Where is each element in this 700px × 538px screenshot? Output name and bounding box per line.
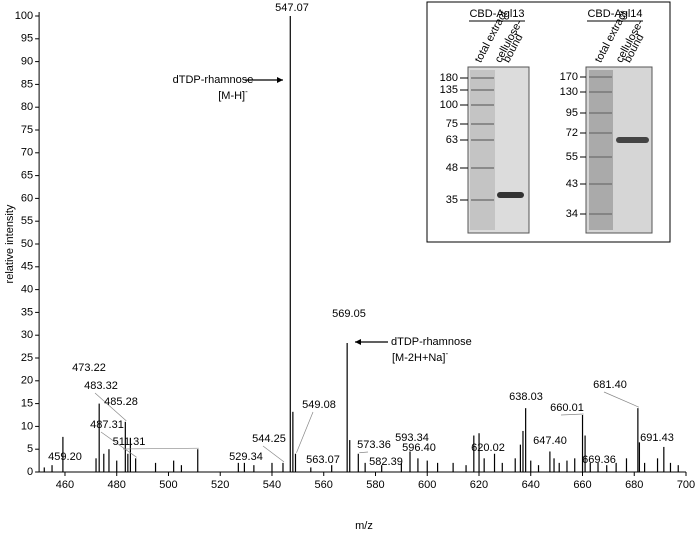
- leader-line: [122, 447, 199, 450]
- leader-line: [560, 413, 584, 416]
- x-tick-label: 460: [56, 479, 74, 491]
- x-tick-label: 620: [470, 479, 488, 491]
- peak-label: 660.01: [550, 402, 584, 414]
- y-tick-label: 15: [21, 398, 33, 410]
- peak-label: 487.31: [90, 419, 124, 431]
- y-tick-label: 40: [21, 284, 33, 296]
- marker-label: 55: [566, 151, 578, 163]
- marker-label: 75: [446, 118, 458, 130]
- x-tick-label: 700: [677, 479, 695, 491]
- marker-label: 34: [566, 208, 578, 220]
- marker-label: 35: [446, 194, 458, 206]
- marker-label: 170: [560, 71, 578, 83]
- x-tick-label: 680: [625, 479, 643, 491]
- gel-band: [616, 137, 649, 143]
- leader-line: [100, 431, 137, 458]
- peak-label: 669.36: [582, 454, 616, 466]
- peak-label: 459.20: [48, 451, 82, 463]
- marker-label: 48: [446, 162, 458, 174]
- y-tick-label: 100: [15, 10, 33, 22]
- peak-label: 593.34: [395, 432, 429, 444]
- x-tick-label: 480: [108, 479, 126, 491]
- arrow-head: [277, 77, 283, 83]
- y-tick-label: 55: [21, 215, 33, 227]
- marker-label: 180: [440, 72, 458, 84]
- x-tick-label: 520: [211, 479, 229, 491]
- marker-label: 130: [560, 86, 578, 98]
- annotation: [M-2H+Na]-: [392, 349, 449, 364]
- leader-line: [262, 445, 285, 463]
- x-tick-label: 660: [573, 479, 591, 491]
- superscript: -: [446, 349, 449, 358]
- leader-line: [94, 392, 127, 422]
- gel-title: CBD-Agl14: [587, 8, 642, 20]
- leader-line: [603, 391, 640, 408]
- peak-label: 544.25: [252, 433, 286, 445]
- y-tick-label: 80: [21, 101, 33, 113]
- peak-label: 681.40: [593, 379, 627, 391]
- y-tick-label: 20: [21, 375, 33, 387]
- y-tick-label: 60: [21, 192, 33, 204]
- gel-title: CBD-Agl13: [469, 8, 524, 20]
- peak-label: 547.07: [275, 2, 309, 14]
- marker-label: 95: [566, 107, 578, 119]
- x-tick-label: 500: [159, 479, 177, 491]
- x-tick-label: 600: [418, 479, 436, 491]
- peak-label: 647.40: [533, 435, 567, 447]
- peak-label: 582.39: [369, 456, 403, 468]
- x-tick-label: 640: [522, 479, 540, 491]
- y-tick-label: 5: [27, 443, 33, 455]
- marker-label: 43: [566, 178, 578, 190]
- peak-label: 596.40: [402, 442, 436, 454]
- peak-label: 638.03: [509, 391, 543, 403]
- y-tick-label: 0: [27, 466, 33, 478]
- gel-lane: [470, 70, 495, 230]
- peak-label: 573.36: [357, 439, 391, 451]
- marker-label: 63: [446, 134, 458, 146]
- y-tick-label: 25: [21, 352, 33, 364]
- y-tick-label: 65: [21, 170, 33, 182]
- peak-label: 549.08: [302, 399, 336, 411]
- leader-line: [296, 411, 314, 453]
- superscript: -: [245, 87, 248, 96]
- peak-label: 511.31: [113, 436, 146, 448]
- peak-label: 529.34: [229, 451, 263, 463]
- x-tick-label: 540: [263, 479, 281, 491]
- peak-label: 569.05: [332, 308, 366, 320]
- annotation: dTDP-rhamnose: [173, 74, 254, 86]
- marker-label: 100: [440, 99, 458, 111]
- peak-label: 563.07: [306, 454, 340, 466]
- leader-line: [359, 451, 369, 454]
- arrow-head: [355, 339, 361, 345]
- y-tick-label: 30: [21, 329, 33, 341]
- peak-label: 485.28: [104, 396, 138, 408]
- gel-lane: [589, 70, 613, 230]
- peak-label: 691.43: [640, 432, 674, 444]
- x-axis-title: m/z: [355, 520, 373, 532]
- x-tick-label: 560: [315, 479, 333, 491]
- y-tick-label: 35: [21, 306, 33, 318]
- gel-band: [497, 192, 524, 198]
- annotation: [M-H]-: [218, 87, 248, 102]
- annotation: dTDP-rhamnose: [391, 336, 472, 348]
- y-tick-label: 95: [21, 33, 33, 45]
- y-tick-label: 85: [21, 78, 33, 90]
- x-tick-label: 580: [366, 479, 384, 491]
- y-tick-label: 50: [21, 238, 33, 250]
- peak-label: 473.22: [72, 362, 106, 374]
- y-tick-label: 45: [21, 261, 33, 273]
- peak-label: 620.02: [471, 442, 505, 454]
- marker-label: 135: [440, 84, 458, 96]
- y-axis-title: relative intensity: [4, 204, 16, 283]
- y-tick-label: 70: [21, 147, 33, 159]
- marker-label: 72: [566, 127, 578, 139]
- peak-label: 483.32: [84, 380, 118, 392]
- y-tick-label: 10: [21, 420, 33, 432]
- y-tick-label: 90: [21, 56, 33, 68]
- y-tick-label: 75: [21, 124, 33, 136]
